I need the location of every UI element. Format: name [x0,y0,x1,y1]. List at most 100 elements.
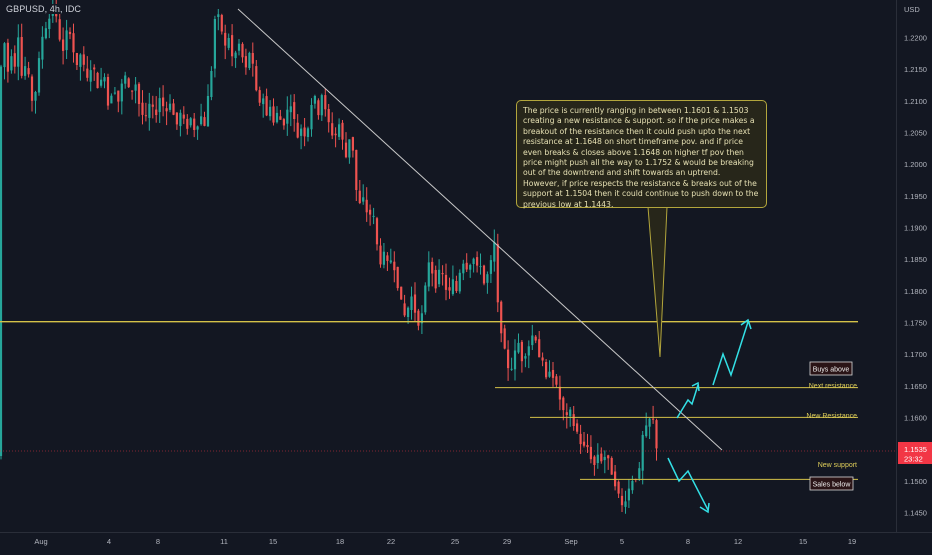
current-price-badge[interactable]: 1.1535 23:32 [898,442,932,464]
candle-body [576,423,579,432]
price-tick-label: 1.1950 [904,192,927,201]
price-tick-label: 1.2100 [904,97,927,106]
symbol-label: GBPUSD, 4h, IDC [4,4,84,14]
level-label-next-resistance: Next resistance [809,383,857,390]
candle-body [317,100,320,116]
candle-body [20,37,23,76]
candle-body [448,287,451,291]
candle-body [358,190,361,203]
price-tick-label: 1.1900 [904,224,927,233]
candle-body [144,115,147,117]
candle-body [131,90,134,92]
candle-body [434,270,437,289]
candle-body [458,272,461,292]
price-tick-label: 1.1450 [904,509,927,518]
sales-below-badge: Sales below [809,476,854,491]
candle-body [603,456,606,461]
candle-body [248,52,251,68]
price-tick-label: 1.2200 [904,34,927,43]
candle-body [6,42,9,72]
candle-body [545,362,548,378]
candle-body [103,77,106,82]
bullish-arrow-short[interactable] [676,384,699,419]
candle-body [379,245,382,265]
candle-body [110,95,113,104]
candle-body [79,54,82,67]
candle-body [96,72,99,89]
candle-body [244,56,247,68]
candle-body [386,255,389,261]
candle-body [10,56,13,71]
candle-body [189,118,192,126]
candle-body [213,19,216,69]
candle-body [220,15,223,32]
buys-above-badge: Buys above [809,361,853,376]
time-tick-label: 19 [848,537,856,546]
candle-body [34,92,37,101]
time-tick-label: 22 [387,537,395,546]
candle-body [127,78,130,88]
candle-body [65,30,68,51]
price-tick-label: 1.1650 [904,382,927,391]
candle-body [68,31,72,35]
sales-below-label: Sales below [813,482,852,489]
candle-body [175,112,178,125]
candle-body [137,83,141,104]
candle-body [306,128,310,137]
candle-body [503,328,506,349]
candle-body [565,412,568,415]
buys-above-label: Buys above [813,367,850,374]
downtrend-line[interactable] [237,8,723,451]
candle-body [293,102,296,119]
candle-body [251,53,254,64]
candle-body [258,90,261,103]
analysis-callout[interactable]: The price is currently ranging in betwee… [516,100,767,209]
candle-body [534,336,537,341]
candle-body [551,370,555,378]
candle-body [607,455,610,459]
candle-body [600,453,603,462]
bullish-arrow-long[interactable] [712,321,749,386]
bullish-arrow-short-head [691,381,700,392]
candle-body [30,76,34,101]
candle-body [41,36,44,60]
candle-body [331,123,334,136]
candle-body [586,445,589,448]
candle-body [572,414,575,426]
price-axis-panel[interactable] [896,0,932,532]
candle-body [582,441,586,446]
candle-body [420,313,423,324]
price-tick-label: 1.1800 [904,287,927,296]
candle-body [617,481,620,494]
bearish-arrow-head [699,502,710,514]
candle-body [44,28,47,39]
candle-body [217,14,220,17]
time-tick-label: 11 [220,537,228,546]
candle-body [237,43,241,51]
candle-body [375,218,379,245]
candle-series [0,0,658,514]
bearish-arrow[interactable] [667,457,709,511]
candle-body [162,97,165,107]
time-tick-label: 5 [620,537,624,546]
candle-body [320,95,323,116]
candle-body [524,356,527,359]
candle-body [193,118,196,130]
price-tick-label: 1.1700 [904,350,927,359]
candle-body [589,446,592,460]
price-tick-label: 1.1600 [904,414,927,423]
bullish-arrow-long-head [740,318,752,330]
candle-body [496,243,499,303]
candle-body [196,126,199,130]
candle-body [596,454,599,463]
candle-body [151,104,154,107]
candle-body [472,258,475,264]
candle-body [513,350,517,370]
candle-body [179,112,182,127]
current-price-label: 1.1535 [904,445,927,454]
time-axis-panel[interactable] [0,532,932,550]
candle-body [165,108,168,112]
candle-body [438,269,441,285]
